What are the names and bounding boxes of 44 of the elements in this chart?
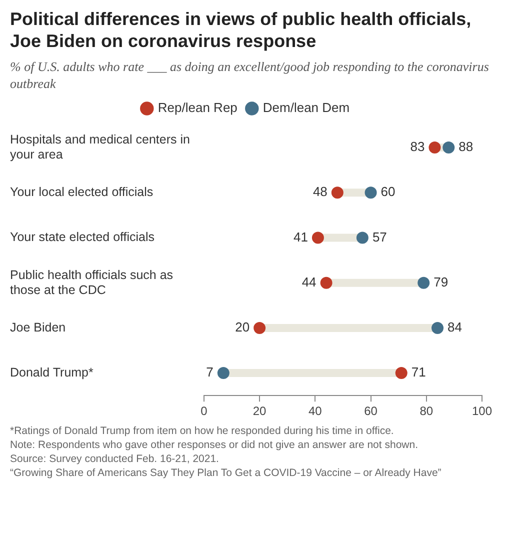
point: [312, 232, 324, 244]
point: [432, 322, 444, 334]
text: Note: Respondents who gave other responses or did not give an answer are not shown.: [10, 438, 419, 452]
data-label: 83: [410, 139, 425, 154]
y-tick-label: Donald Trump*: [10, 366, 94, 380]
text: *Ratings of Donald Trump from item on how he responded during his time in office.: [10, 424, 395, 438]
legend-label: Dem/lean Dem: [262, 100, 350, 116]
chart-title: Political differences in views of public health officials, Joe Biden on coronavirus response: [10, 8, 472, 52]
y-tick-label: Joe Biden: [10, 320, 66, 334]
y-tick-label: Your local elected officials: [10, 185, 154, 200]
legend-label: Rep/lean Rep: [158, 100, 238, 116]
point: [331, 186, 344, 199]
y-tick-label: Hospitals and medical centers in your area: [10, 132, 190, 162]
data-label: 79: [434, 274, 448, 290]
data-label: 7: [206, 364, 214, 380]
data-label: 84: [448, 320, 462, 335]
text: “Growing Share of Americans Say They Plan To Get a COVID-19 Vaccine – or Already Have”: [10, 466, 442, 480]
point: [320, 276, 332, 289]
point: [364, 186, 377, 199]
x-tick-label: 0: [200, 404, 208, 418]
point: [254, 322, 266, 334]
y-tick-label: Public health officials such as those at the CDC: [10, 268, 174, 297]
x-tick-label: 60: [364, 404, 378, 418]
point: [395, 367, 408, 380]
data-label: 41: [293, 229, 308, 244]
x-tick-label: 100: [472, 404, 492, 418]
x-tick-label: 80: [420, 404, 434, 418]
data-label: 44: [302, 274, 316, 290]
y-tick-label: Your state elected officials: [10, 230, 155, 244]
data-label: 71: [411, 364, 426, 380]
data-label: 57: [372, 229, 387, 244]
data-label: 60: [380, 184, 396, 200]
point: [418, 276, 430, 289]
point: [356, 232, 368, 244]
point: [428, 142, 441, 154]
data-label: 88: [458, 139, 474, 154]
point: [442, 142, 455, 154]
data-label: 20: [235, 320, 250, 335]
point: [217, 367, 230, 380]
data-label: 48: [312, 184, 328, 200]
chart-subtitle: % of U.S. adults who rate ___ as doing an excellent/good job responding to the coronavirus outbreak: [10, 58, 490, 92]
x-tick-label: 20: [252, 404, 267, 418]
x-tick-label: 40: [308, 404, 322, 418]
source-note: Source: Survey conducted Feb. 16-21, 2021.: [10, 452, 220, 466]
